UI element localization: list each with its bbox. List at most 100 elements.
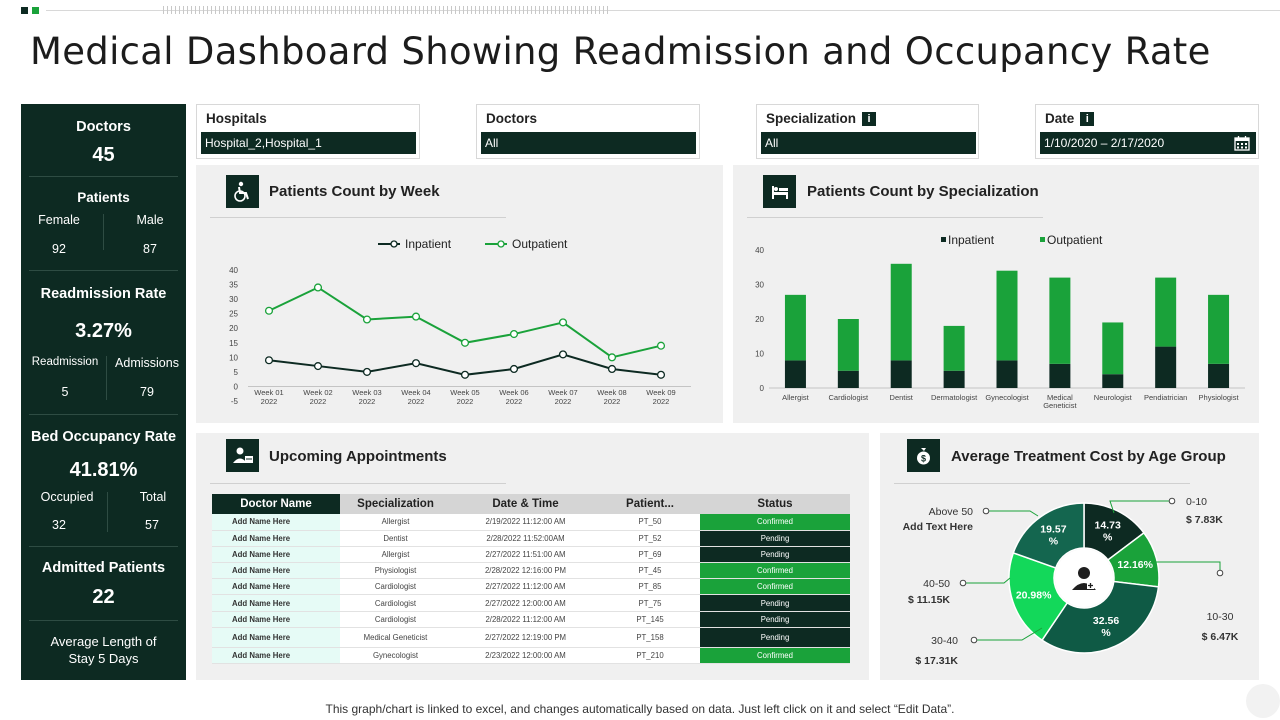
patient-cell: PT_85 xyxy=(600,578,700,596)
table-row[interactable]: Add Name Here Physiologist 2/28/2022 12:16… xyxy=(212,562,850,580)
info-icon[interactable]: i xyxy=(1080,112,1095,126)
data-point xyxy=(362,367,372,376)
series-line xyxy=(268,286,662,359)
specialization-cell: Physiologist xyxy=(340,562,451,580)
doctors-label: Doctors xyxy=(76,119,131,135)
x-tick-label: Physiologist xyxy=(1199,393,1240,402)
status-badge: Pending xyxy=(700,594,850,612)
callout-dot xyxy=(1216,569,1224,577)
spec-chart-panel: Patients Count by Specialization 40 30 20 1… xyxy=(733,165,1259,423)
doctors-value: 45 xyxy=(92,144,115,166)
status-badge: Pending xyxy=(700,627,850,648)
table-row[interactable]: Add Name Here Cardiologist 2/27/2022 11:12… xyxy=(212,578,850,596)
panel-divider xyxy=(210,483,506,484)
x-tick-label: Neurologist xyxy=(1094,393,1133,402)
table-row[interactable]: Add Name Here Medical Geneticist 2/27/2022… xyxy=(212,627,850,648)
specialization-filter: Specialization i All xyxy=(756,104,979,159)
data-point xyxy=(607,364,617,374)
appointments-table: Doctor Name Specialization Date & Time P… xyxy=(212,494,850,665)
svg-text:$: $ xyxy=(921,454,926,464)
table-row[interactable]: Add Name Here Cardiologist 2/28/2022 11:12… xyxy=(212,611,850,628)
admitted-patients-value: 22 xyxy=(92,586,115,608)
doctors-select[interactable]: All xyxy=(481,132,696,154)
spec-bar-chart: 40 30 20 10 0 Inpatient Outpatient Allergist Car… xyxy=(755,233,1245,410)
status-badge: Confirmed xyxy=(700,578,850,596)
legend-label: Inpatient xyxy=(405,237,452,251)
doctor-name-cell: Add Name Here xyxy=(212,627,340,648)
hospitals-filter: Hospitals Hospital_2,Hospital_1 xyxy=(196,104,420,159)
doctors-filter: Doctors All xyxy=(476,104,700,159)
sidebar-vdivider xyxy=(103,214,104,250)
specialization-select[interactable]: All xyxy=(761,132,976,154)
bed-occupancy-label: Bed Occupancy Rate xyxy=(30,429,177,445)
male-value: 87 xyxy=(143,242,157,256)
y-tick-label: 15 xyxy=(229,339,238,348)
doctor-name-cell: Add Name Here xyxy=(212,647,340,665)
footer-note: This graph/chart is linked to excel, and… xyxy=(325,702,955,716)
female-label: Female xyxy=(38,213,80,227)
specialization-label-text: Specialization xyxy=(766,111,857,126)
table-row[interactable]: Add Name Here Dentist 2/28/2022 11:52:00AM… xyxy=(212,530,850,547)
doctor-appointment-icon xyxy=(226,439,259,472)
y-tick-label: 30 xyxy=(755,281,764,290)
data-point xyxy=(656,370,666,379)
data-point xyxy=(264,356,274,365)
data-point xyxy=(558,318,568,327)
x-tick-label: Medical Geneticist xyxy=(1043,393,1077,410)
status-badge: Pending xyxy=(700,530,850,547)
info-icon[interactable]: i xyxy=(862,112,877,126)
date-time-cell: 2/28/2022 12:16:00 PM xyxy=(451,562,600,580)
patient-cell: PT_45 xyxy=(600,562,700,580)
patients-label: Patients xyxy=(77,190,130,205)
table-row[interactable]: Add Name Here Gynecologist 2/23/2022 12:00… xyxy=(212,647,850,665)
table-row[interactable]: Add Name Here Allergist 2/27/2022 11:51:00… xyxy=(212,546,850,564)
date-time-cell: 2/19/2022 11:12:00 AM xyxy=(451,514,600,531)
date-time-cell: 2/27/2022 11:12:00 AM xyxy=(451,578,600,596)
hospitals-select[interactable]: Hospital_2,Hospital_1 xyxy=(201,132,416,154)
col-doctor-name[interactable]: Doctor Name xyxy=(212,494,340,514)
doctor-avatar-icon xyxy=(1072,567,1096,590)
y-tick-label: -5 xyxy=(231,397,239,406)
x-tick-label: Week 08 2022 xyxy=(597,388,626,406)
bar-segment xyxy=(784,294,806,361)
col-specialization[interactable]: Specialization xyxy=(340,494,451,514)
slice-percent-label: 12.16% xyxy=(1117,559,1153,571)
callout-dot xyxy=(959,579,967,587)
admitted-patients-label: Admitted Patients xyxy=(41,560,166,576)
y-tick-label: 5 xyxy=(234,368,239,377)
callout-dot xyxy=(982,507,990,515)
hospitals-filter-label: Hospitals xyxy=(206,111,267,126)
age-group-label: 10-30 xyxy=(1207,611,1234,623)
deco-square-dark xyxy=(21,7,28,14)
treatment-cost-label: Add Text Here xyxy=(903,521,974,533)
y-tick-label: 0 xyxy=(760,384,765,393)
col-patient[interactable]: Patient... xyxy=(600,494,700,514)
status-badge: Confirmed xyxy=(700,647,850,665)
date-range-input[interactable]: 1/10/2020 – 2/17/2020 xyxy=(1040,132,1256,154)
patient-cell: PT_52 xyxy=(600,530,700,547)
x-tick-label: Week 02 2022 xyxy=(303,388,332,406)
x-tick-label: Dentist xyxy=(890,393,914,402)
table-row[interactable]: Add Name Here Cardiologist 2/27/2022 12:00… xyxy=(212,594,850,612)
slice-percent-label: 32.56% xyxy=(1093,615,1119,639)
col-status[interactable]: Status xyxy=(700,494,850,514)
data-point xyxy=(656,341,666,350)
age-group-label: 40-50 xyxy=(923,578,950,590)
bar-segment xyxy=(1155,277,1177,347)
calendar-icon[interactable] xyxy=(1234,135,1250,151)
deco-square-green xyxy=(32,7,39,14)
patient-cell: PT_158 xyxy=(600,627,700,648)
y-tick-label: 35 xyxy=(229,281,238,290)
x-tick-label: Week 04 2022 xyxy=(401,388,430,406)
specialization-cell: Dentist xyxy=(340,530,451,547)
doctor-name-cell: Add Name Here xyxy=(212,594,340,612)
x-tick-label: Pendiatrician xyxy=(1144,393,1187,402)
y-tick-label: 20 xyxy=(229,324,238,333)
data-point xyxy=(313,283,323,292)
bar-segment xyxy=(1102,374,1124,388)
readmission-rate-value: 3.27% xyxy=(75,320,132,342)
x-tick-label: Dermatologist xyxy=(931,393,978,402)
table-row[interactable]: Add Name Here Allergist 2/19/2022 11:12:00… xyxy=(212,514,850,531)
bed-occupancy-value: 41.81% xyxy=(69,459,138,481)
col-date-time[interactable]: Date & Time xyxy=(451,494,600,514)
